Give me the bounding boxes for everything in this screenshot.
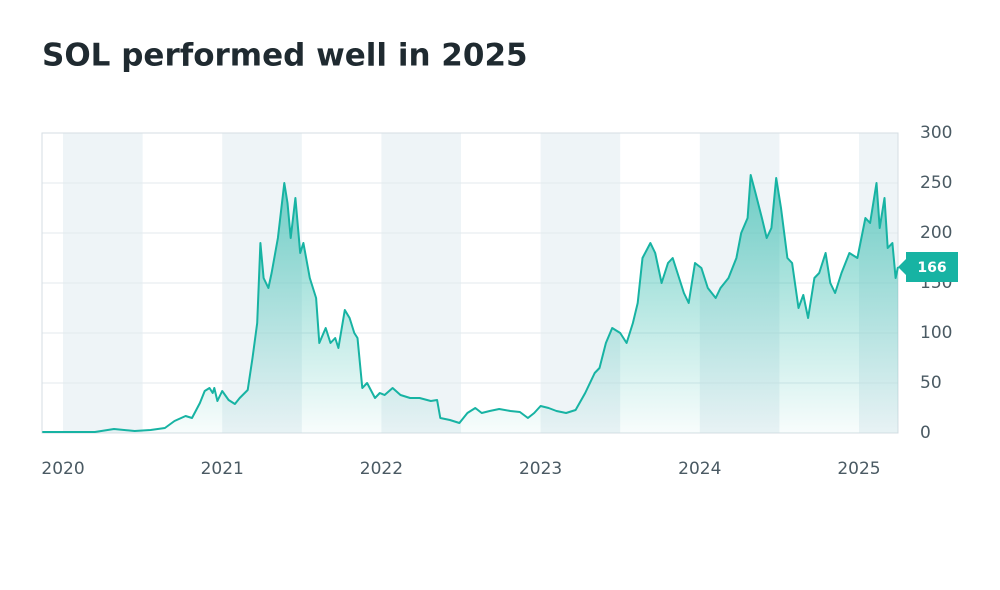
- y-tick-label: 250: [920, 173, 952, 193]
- last-value-badge: [898, 252, 958, 282]
- x-tick-label: 2021: [201, 459, 244, 479]
- chart-title: SOL performed well in 2025: [42, 38, 528, 74]
- x-tick-label: 2020: [41, 459, 84, 479]
- y-tick-label: 300: [920, 123, 952, 143]
- area: [42, 175, 899, 433]
- x-tick-label: 2023: [519, 459, 562, 479]
- y-tick-label: 100: [920, 323, 952, 343]
- x-tick-label: 2022: [360, 459, 403, 479]
- x-tick-label: 2025: [837, 459, 880, 479]
- y-tick-label: 0: [920, 423, 931, 443]
- y-tick-label: 200: [920, 223, 952, 243]
- x-tick-label: 2024: [678, 459, 721, 479]
- last-value-label: 166: [917, 260, 946, 276]
- line: [42, 174, 899, 433]
- y-tick-label: 50: [920, 373, 942, 393]
